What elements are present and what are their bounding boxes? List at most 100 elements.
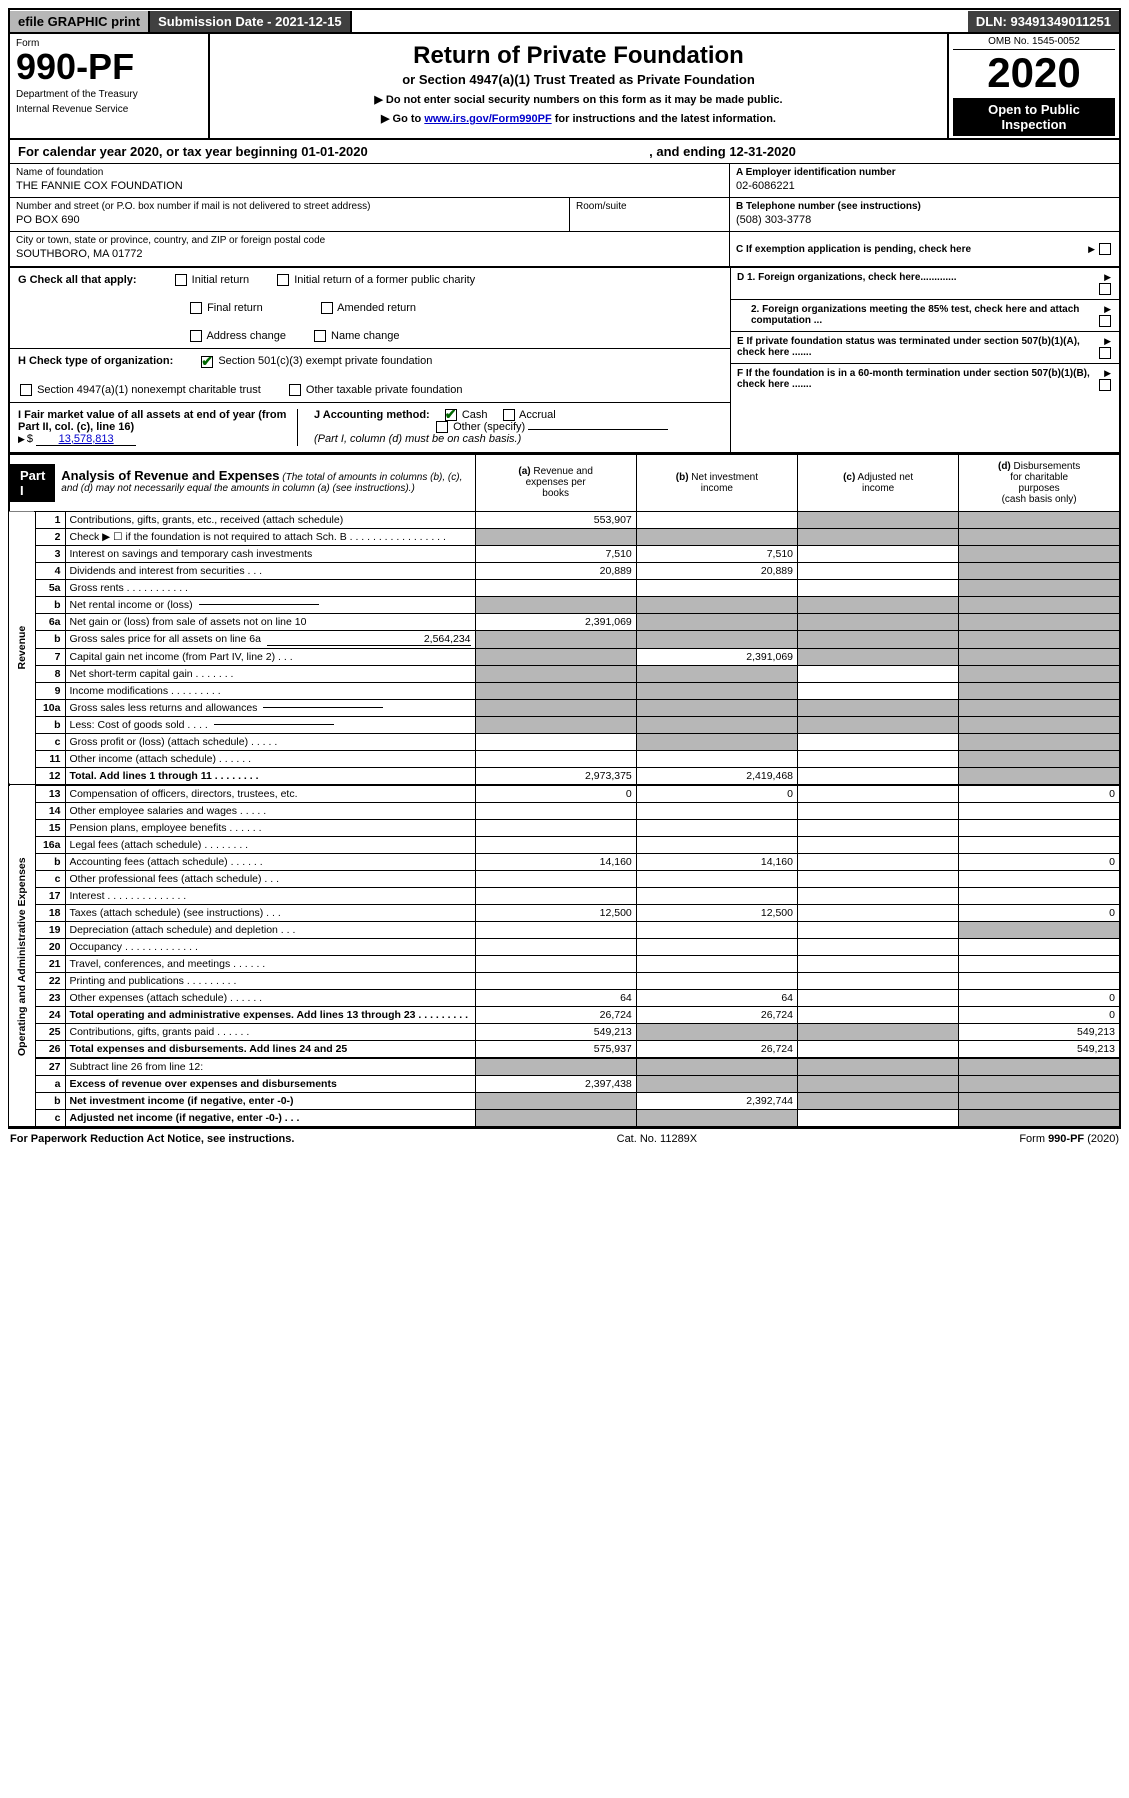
line-number: c (35, 1109, 65, 1127)
cal-end: , and ending 12-31-2020 (619, 144, 1111, 159)
amount-cell (636, 1075, 797, 1092)
amount-cell (798, 785, 959, 803)
line-number: 8 (35, 665, 65, 682)
amount-cell (798, 596, 959, 613)
line-desc: Accounting fees (attach schedule) . . . … (65, 853, 475, 870)
amount-cell: 549,213 (475, 1023, 636, 1040)
cal-pre: For calendar year 2020, or tax year begi… (18, 144, 301, 159)
amount-cell (798, 579, 959, 596)
amount-cell (636, 1109, 797, 1127)
table-row: 18Taxes (attach schedule) (see instructi… (9, 904, 1120, 921)
cal-begin: For calendar year 2020, or tax year begi… (18, 144, 619, 159)
line-desc: Less: Cost of goods sold . . . . (65, 716, 475, 733)
line-number: 19 (35, 921, 65, 938)
j-cb-2[interactable] (436, 421, 448, 433)
amount-cell (798, 665, 959, 682)
form-subtitle: or Section 4947(a)(1) Trust Treated as P… (216, 72, 941, 87)
d2-checkbox[interactable] (1099, 315, 1111, 327)
line-desc: Pension plans, employee benefits . . . .… (65, 819, 475, 836)
dept-line-1: Department of the Treasury (16, 89, 202, 100)
i-label: I Fair market value of all assets at end… (18, 409, 286, 433)
line-number: 22 (35, 972, 65, 989)
city-label: City or town, state or province, country… (16, 235, 723, 246)
g-label: G Check all that apply: (18, 274, 137, 286)
j-cb-0[interactable] (445, 409, 457, 421)
j-item-0: Cash (462, 409, 488, 421)
g-cb-5[interactable] (314, 330, 326, 342)
h-row: H Check type of organization: Section 50… (10, 349, 730, 402)
amount-cell (636, 938, 797, 955)
f-checkbox[interactable] (1099, 379, 1111, 391)
amount-cell (475, 596, 636, 613)
phone-value: (508) 303-3778 (736, 214, 1113, 226)
table-row: 27Subtract line 26 from line 12: (9, 1058, 1120, 1076)
g-row: G Check all that apply: Initial return I… (10, 268, 730, 349)
g-cb-3[interactable] (321, 302, 333, 314)
line-desc: Net investment income (if negative, ente… (65, 1092, 475, 1109)
table-row: 21Travel, conferences, and meetings . . … (9, 955, 1120, 972)
irs-link[interactable]: www.irs.gov/Form990PF (424, 113, 551, 125)
table-row: 5aGross rents . . . . . . . . . . . (9, 579, 1120, 596)
amount-cell (636, 921, 797, 938)
amount-cell (798, 853, 959, 870)
header-mid: Return of Private Foundation or Section … (210, 34, 949, 138)
amount-cell: 0 (959, 904, 1120, 921)
table-row: 12Total. Add lines 1 through 11 . . . . … (9, 767, 1120, 785)
j-item-2: Other (specify) (453, 421, 525, 433)
table-row: 19Depreciation (attach schedule) and dep… (9, 921, 1120, 938)
ij-row: I Fair market value of all assets at end… (10, 403, 730, 452)
entity-block: Name of foundation THE FANNIE COX FOUNDA… (8, 164, 1121, 268)
revenue-side-label: Revenue (9, 511, 35, 785)
submission-date: Submission Date - 2021-12-15 (150, 11, 352, 32)
g-cb-2[interactable] (190, 302, 202, 314)
amount-cell (798, 630, 959, 648)
h-cb-2[interactable] (289, 384, 301, 396)
h-cb-1[interactable] (20, 384, 32, 396)
table-row: Revenue1Contributions, gifts, grants, et… (9, 511, 1120, 528)
amount-cell (475, 750, 636, 767)
amount-cell (798, 802, 959, 819)
amount-cell (798, 750, 959, 767)
amount-cell: 549,213 (959, 1040, 1120, 1058)
amount-cell (798, 1075, 959, 1092)
amount-cell (798, 887, 959, 904)
line-desc: Net short-term capital gain . . . . . . … (65, 665, 475, 682)
table-row: 10aGross sales less returns and allowanc… (9, 699, 1120, 716)
c-checkbox[interactable] (1099, 243, 1111, 255)
g-cb-1[interactable] (277, 274, 289, 286)
table-row: 22Printing and publications . . . . . . … (9, 972, 1120, 989)
g-cb-4[interactable] (190, 330, 202, 342)
amount-cell (798, 938, 959, 955)
j-cb-1[interactable] (503, 409, 515, 421)
line-desc: Occupancy . . . . . . . . . . . . . (65, 938, 475, 955)
line-number: 6a (35, 613, 65, 630)
efile-label[interactable]: efile GRAPHIC print (10, 11, 150, 32)
line-number: 12 (35, 767, 65, 785)
amount-cell: 20,889 (475, 562, 636, 579)
amount-cell: 575,937 (475, 1040, 636, 1058)
amount-cell (475, 955, 636, 972)
h-cb-0[interactable] (201, 356, 213, 368)
part1-label: Part I (10, 464, 55, 502)
amount-cell (475, 716, 636, 733)
amount-cell: 2,392,744 (636, 1092, 797, 1109)
amount-cell (798, 1023, 959, 1040)
table-row: bNet investment income (if negative, ent… (9, 1092, 1120, 1109)
line-number: c (35, 870, 65, 887)
amount-cell (475, 938, 636, 955)
h-label: H Check type of organization: (18, 355, 173, 367)
line-number: 14 (35, 802, 65, 819)
amount-cell (636, 613, 797, 630)
amount-cell: 553,907 (475, 511, 636, 528)
g-cb-0[interactable] (175, 274, 187, 286)
f-label: F If the foundation is in a 60-month ter… (737, 368, 1090, 390)
d1-checkbox[interactable] (1099, 283, 1111, 295)
amount-cell (636, 682, 797, 699)
table-row: 14Other employee salaries and wages . . … (9, 802, 1120, 819)
open-inspection: Open to Public Inspection (953, 98, 1115, 136)
line-number: 16a (35, 836, 65, 853)
table-row: aExcess of revenue over expenses and dis… (9, 1075, 1120, 1092)
e-checkbox[interactable] (1099, 347, 1111, 359)
addr-cell: Number and street (or P.O. box number if… (10, 198, 729, 232)
amount-cell (798, 1058, 959, 1076)
